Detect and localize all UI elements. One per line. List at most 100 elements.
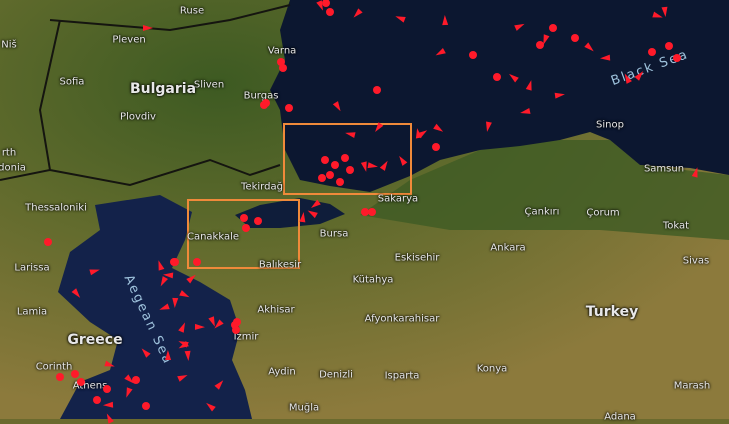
country-label: Turkey xyxy=(585,304,639,320)
city-label: Eskisehir xyxy=(394,252,440,264)
ship-arrow-icon[interactable] xyxy=(184,350,192,362)
city-label: Athens xyxy=(72,380,108,392)
city-label: Bursa xyxy=(319,228,349,240)
country-label: Greece xyxy=(67,332,123,348)
city-label: Balıkesir xyxy=(258,259,302,271)
city-label: Sivas xyxy=(682,255,710,267)
anchored-ship-dot-icon[interactable] xyxy=(373,86,381,94)
city-label: Sliven xyxy=(193,79,225,91)
city-label: Niš xyxy=(1,39,17,51)
anchored-ship-dot-icon[interactable] xyxy=(571,34,579,42)
anchored-ship-dot-icon[interactable] xyxy=(368,208,376,216)
anchored-ship-dot-icon[interactable] xyxy=(285,104,293,112)
city-label: Sinop xyxy=(596,119,624,131)
anchored-ship-dot-icon[interactable] xyxy=(432,143,440,151)
ship-arrow-icon[interactable] xyxy=(299,211,307,223)
anchored-ship-dot-icon[interactable] xyxy=(469,51,477,59)
anchored-ship-dot-icon[interactable] xyxy=(71,370,79,378)
city-label: Larissa xyxy=(14,262,50,274)
anchored-ship-dot-icon[interactable] xyxy=(322,0,330,7)
anchored-ship-dot-icon[interactable] xyxy=(648,48,656,56)
anchored-ship-dot-icon[interactable] xyxy=(321,156,329,164)
city-label: Tekirdağ xyxy=(241,181,283,193)
city-label: Kütahya xyxy=(352,274,394,286)
ship-arrow-icon[interactable] xyxy=(171,297,179,309)
anchored-ship-dot-icon[interactable] xyxy=(132,376,140,384)
ship-arrow-icon[interactable] xyxy=(194,323,206,331)
city-label: Ruse xyxy=(179,5,205,17)
city-label: Canakkale xyxy=(186,231,240,243)
highlight-box-dardanelles[interactable] xyxy=(187,199,300,269)
city-label: Muğla xyxy=(288,402,320,414)
anchored-ship-dot-icon[interactable] xyxy=(93,396,101,404)
city-label: Isparta xyxy=(384,370,420,382)
ship-arrow-icon[interactable] xyxy=(162,271,174,279)
anchored-ship-dot-icon[interactable] xyxy=(326,8,334,16)
anchored-ship-dot-icon[interactable] xyxy=(361,208,369,216)
ship-arrow-icon[interactable] xyxy=(102,401,114,409)
aegean-sea xyxy=(58,195,252,419)
anchored-ship-dot-icon[interactable] xyxy=(254,217,262,225)
anchored-ship-dot-icon[interactable] xyxy=(77,378,85,386)
city-label: Aydin xyxy=(268,366,296,378)
anchored-ship-dot-icon[interactable] xyxy=(536,41,544,49)
city-label: Thessaloniki xyxy=(25,202,87,214)
city-label: Çorum xyxy=(586,207,620,219)
ship-arrow-icon[interactable] xyxy=(164,349,172,361)
anchored-ship-dot-icon[interactable] xyxy=(493,73,501,81)
city-label: Adana xyxy=(604,411,636,423)
city-label: Plovdiv xyxy=(120,111,156,123)
ship-arrow-icon[interactable] xyxy=(143,25,153,31)
city-label: Burgas xyxy=(243,90,279,102)
anchored-ship-dot-icon[interactable] xyxy=(318,174,326,182)
anchored-ship-dot-icon[interactable] xyxy=(193,258,201,266)
anchored-ship-dot-icon[interactable] xyxy=(346,166,354,174)
anchored-ship-dot-icon[interactable] xyxy=(142,402,150,410)
anchored-ship-dot-icon[interactable] xyxy=(336,178,344,186)
anchored-ship-dot-icon[interactable] xyxy=(549,24,557,32)
country-borders xyxy=(0,4,291,187)
city-label: Marash xyxy=(673,380,711,392)
ship-arrow-icon[interactable] xyxy=(599,54,611,62)
city-label: Izmir xyxy=(233,331,259,343)
city-label: Pleven xyxy=(112,34,146,46)
anchored-ship-dot-icon[interactable] xyxy=(262,99,270,107)
anchored-ship-dot-icon[interactable] xyxy=(665,42,673,50)
turkey-north-green xyxy=(360,140,729,240)
sea-of-marmara xyxy=(235,198,345,228)
city-label: donia xyxy=(0,162,26,174)
city-label: Afyonkarahisar xyxy=(364,313,440,325)
city-label: rth xyxy=(1,147,17,159)
anchored-ship-dot-icon[interactable] xyxy=(103,385,111,393)
city-label: Sakarya xyxy=(377,193,419,205)
city-label: Çankırı xyxy=(524,206,560,218)
anchored-ship-dot-icon[interactable] xyxy=(170,258,178,266)
anchored-ship-dot-icon[interactable] xyxy=(331,161,339,169)
anchored-ship-dot-icon[interactable] xyxy=(56,373,64,381)
highlight-box-bosphorus[interactable] xyxy=(283,123,412,195)
city-label: Denizli xyxy=(319,369,353,381)
country-label: Bulgaria xyxy=(129,81,197,97)
anchored-ship-dot-icon[interactable] xyxy=(673,54,681,62)
city-label: Akhisar xyxy=(257,304,295,316)
anchored-ship-dot-icon[interactable] xyxy=(341,154,349,162)
city-label: Samsun xyxy=(643,163,685,175)
anchored-ship-dot-icon[interactable] xyxy=(232,326,240,334)
anchored-ship-dot-icon[interactable] xyxy=(44,238,52,246)
anchored-ship-dot-icon[interactable] xyxy=(240,214,248,222)
anchored-ship-dot-icon[interactable] xyxy=(231,321,239,329)
anchored-ship-dot-icon[interactable] xyxy=(326,171,334,179)
city-label: Konya xyxy=(476,363,508,375)
anchored-ship-dot-icon[interactable] xyxy=(279,64,287,72)
city-label: Varna xyxy=(267,45,297,57)
anchored-ship-dot-icon[interactable] xyxy=(242,224,250,232)
city-label: Sofia xyxy=(59,76,85,88)
anchored-ship-dot-icon[interactable] xyxy=(277,58,285,66)
city-label: Corinth xyxy=(35,361,73,373)
ship-arrow-icon[interactable] xyxy=(441,14,449,26)
black-sea xyxy=(270,0,729,192)
city-label: Ankara xyxy=(490,242,526,254)
city-label: Tokat xyxy=(662,220,690,232)
ship-arrow-icon[interactable] xyxy=(661,6,669,18)
